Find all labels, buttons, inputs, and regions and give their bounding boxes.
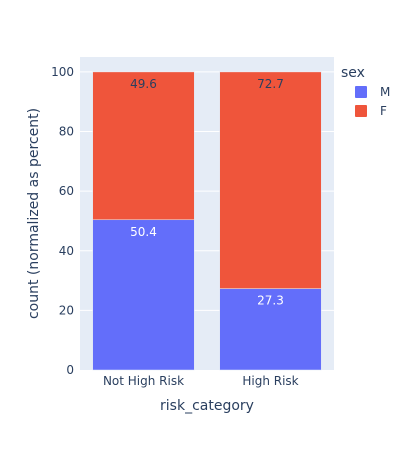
bar-value-label: 27.3 bbox=[257, 294, 284, 308]
bar-f-0[interactable] bbox=[92, 71, 195, 221]
bar-m-1[interactable] bbox=[219, 288, 322, 371]
legend-swatch-f[interactable] bbox=[355, 105, 367, 117]
y-tick-label: 100 bbox=[51, 65, 74, 79]
legend-label-m[interactable]: M bbox=[380, 85, 390, 99]
y-tick-label: 80 bbox=[59, 125, 74, 139]
y-tick-label: 20 bbox=[59, 303, 74, 317]
legend-swatch-m[interactable] bbox=[355, 86, 367, 98]
y-tick-label: 0 bbox=[66, 363, 74, 377]
bar-value-label: 49.6 bbox=[130, 77, 157, 91]
x-axis-ticks: Not High Risk High Risk bbox=[103, 374, 299, 388]
y-axis-title: count (normalized as percent) bbox=[26, 108, 42, 319]
y-tick-label: 60 bbox=[59, 184, 74, 198]
legend[interactable]: sex MF bbox=[341, 65, 390, 118]
y-tick-label: 40 bbox=[59, 244, 74, 258]
legend-items[interactable]: MF bbox=[355, 85, 390, 118]
bar-f-1[interactable] bbox=[219, 71, 322, 289]
x-tick-label: High Risk bbox=[242, 374, 298, 388]
data-labels: 50.4 49.6 27.3 72.7 bbox=[130, 77, 284, 308]
bars bbox=[92, 71, 322, 371]
legend-title: sex bbox=[341, 65, 365, 81]
bar-value-label: 50.4 bbox=[130, 225, 157, 239]
x-tick-label: Not High Risk bbox=[103, 374, 184, 388]
legend-label-f[interactable]: F bbox=[380, 104, 387, 118]
bar-value-label: 72.7 bbox=[257, 77, 284, 91]
y-axis-ticks: 0 20 40 60 80 100 bbox=[51, 65, 74, 377]
bar-m-0[interactable] bbox=[92, 219, 195, 371]
x-axis-title: risk_category bbox=[160, 398, 254, 414]
